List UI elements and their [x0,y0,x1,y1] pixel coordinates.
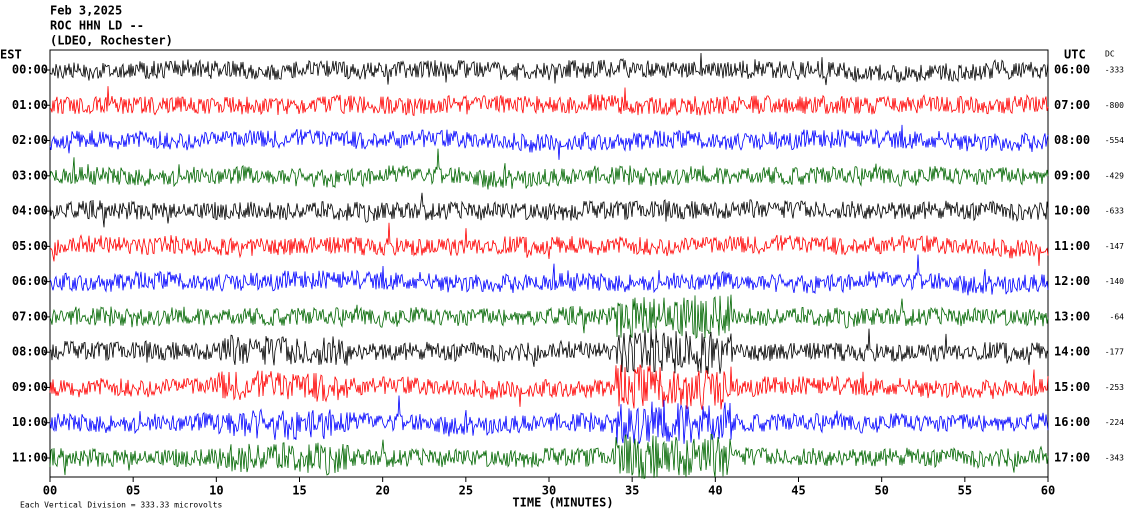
x-tick-label: 25 [459,484,473,498]
trace [49,294,1049,340]
x-tick-label: 30 [542,484,556,498]
trace [49,328,1049,375]
trace [49,222,1049,266]
dc-value: -800 [1105,101,1124,110]
utc-label: 15:00 [1054,380,1090,394]
est-label: 00:00 [12,63,48,77]
x-tick-label: 15 [292,484,306,498]
dc-value: -64 [1110,312,1125,321]
dc-title: DC [1105,50,1115,59]
dc-value: -253 [1105,383,1124,392]
x-tick-label: 05 [126,484,140,498]
x-tick-label: 10 [209,484,223,498]
trace [49,433,1049,479]
x-tick-label: 35 [625,484,639,498]
est-label: 04:00 [12,204,48,218]
trace [49,148,1049,190]
x-tick-label: 60 [1041,484,1055,498]
trace [49,254,1049,296]
trace [49,86,1049,117]
utc-label: 06:00 [1054,63,1090,77]
plot-frame [49,49,1049,478]
dc-value: -140 [1105,277,1124,286]
x-tick-label: 50 [874,484,888,498]
dc-value: -554 [1105,136,1124,145]
est-label: 03:00 [12,168,48,182]
est-label: 05:00 [12,239,48,253]
dc-value: -177 [1105,348,1124,357]
utc-label: 17:00 [1054,451,1090,465]
left-axis-title: EST [0,48,22,62]
x-axis-title: TIME (MINUTES) [512,496,613,510]
trace [49,395,1049,444]
est-label: 09:00 [12,380,48,394]
x-tick-label: 55 [958,484,972,498]
utc-label: 11:00 [1054,239,1090,253]
utc-label: 08:00 [1054,133,1090,147]
est-label: 08:00 [12,345,48,359]
trace [49,52,1049,86]
utc-label: 09:00 [1054,168,1090,182]
dc-value: -429 [1105,171,1124,180]
x-tick-label: 00 [43,484,57,498]
station: ROC HHN LD -- [50,19,144,33]
dc-value: -343 [1105,454,1124,463]
utc-label: 10:00 [1054,204,1090,218]
x-tick-label: 40 [708,484,722,498]
est-label: 07:00 [12,309,48,323]
footnote: Each Vertical Division = 333.33 microvol… [20,501,222,510]
x-tick-label: 20 [375,484,389,498]
utc-label: 16:00 [1054,415,1090,429]
dc-value: -224 [1105,418,1124,427]
est-label: 11:00 [12,451,48,465]
right-axis-title: UTC [1064,48,1086,62]
utc-label: 12:00 [1054,274,1090,288]
trace [49,124,1049,160]
dc-value: -147 [1105,242,1124,251]
dc-value: -633 [1105,207,1124,216]
est-label: 02:00 [12,133,48,147]
trace [49,192,1049,228]
trace [49,364,1049,410]
utc-label: 14:00 [1054,345,1090,359]
utc-label: 13:00 [1054,309,1090,323]
x-tick-label: 45 [791,484,805,498]
est-label: 10:00 [12,415,48,429]
est-label: 06:00 [12,274,48,288]
est-label: 01:00 [12,98,48,112]
network: (LDEO, Rochester) [50,34,173,48]
date: Feb 3,2025 [50,4,122,18]
dc-value: -333 [1105,66,1124,75]
utc-label: 07:00 [1054,98,1090,112]
